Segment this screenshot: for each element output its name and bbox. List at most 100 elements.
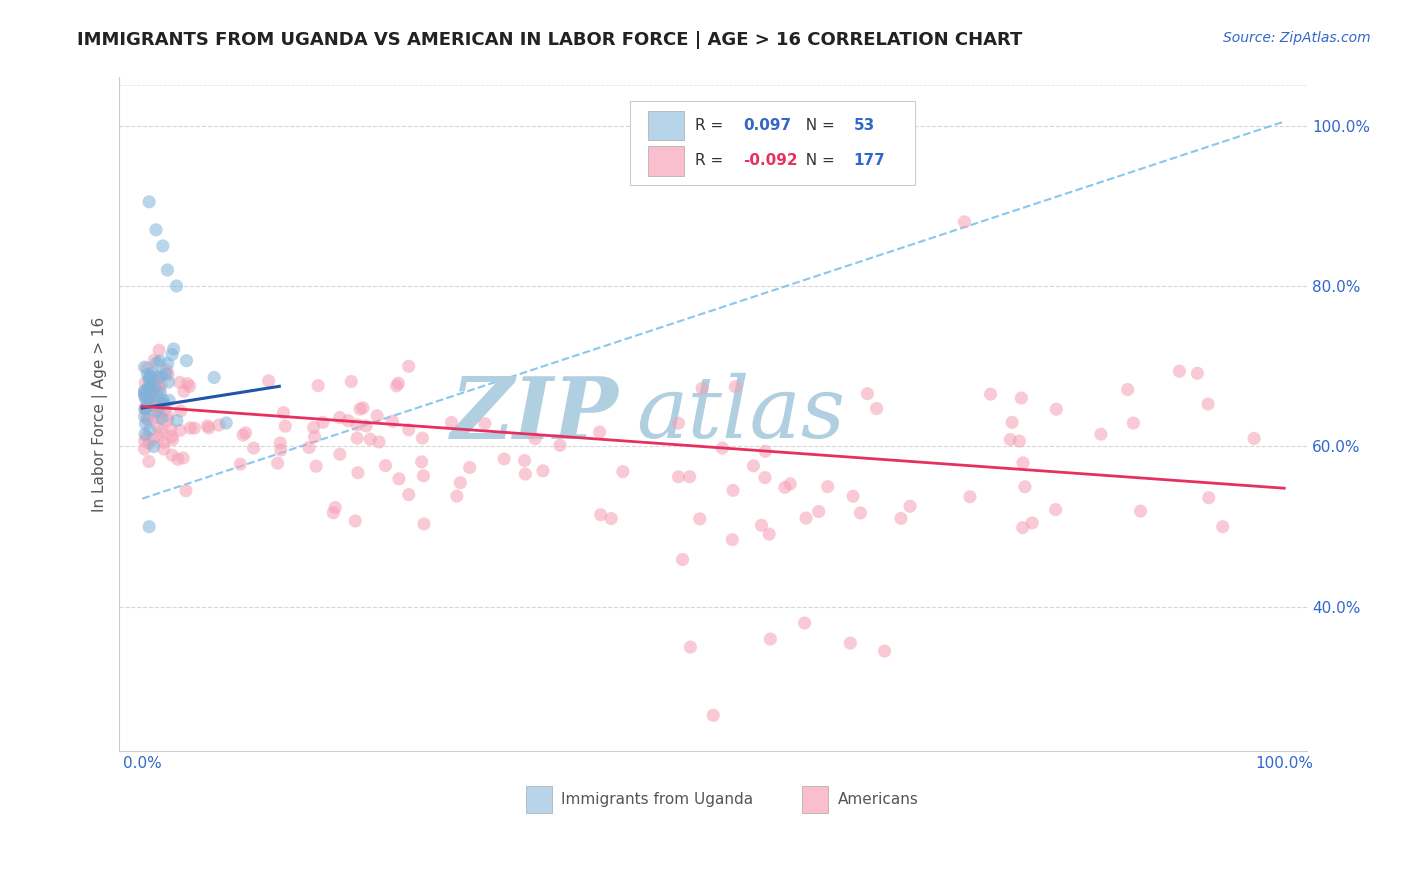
- Point: [1243, 432, 1265, 446]
- Point: [160, 429, 183, 443]
- Point: [208, 418, 231, 433]
- Point: [142, 384, 165, 398]
- Point: [134, 388, 156, 402]
- Point: [1168, 364, 1191, 378]
- Point: [179, 421, 201, 435]
- Point: [721, 483, 744, 498]
- Point: [671, 552, 693, 566]
- Bar: [526, 787, 551, 814]
- Point: [160, 348, 183, 362]
- Bar: [648, 111, 683, 140]
- Point: [754, 470, 776, 484]
- Point: [1198, 491, 1220, 505]
- Point: [134, 417, 156, 431]
- Point: [548, 438, 571, 452]
- Point: [413, 516, 436, 531]
- Point: [138, 194, 160, 209]
- Point: [494, 451, 516, 466]
- Point: [388, 472, 411, 486]
- Point: [273, 406, 295, 420]
- Text: N =: N =: [796, 118, 839, 133]
- Point: [898, 500, 921, 514]
- Point: [138, 454, 160, 468]
- Point: [134, 376, 156, 390]
- Point: [145, 393, 167, 408]
- Point: [142, 366, 165, 380]
- Point: [139, 399, 162, 413]
- Point: [779, 476, 801, 491]
- Y-axis label: In Labor Force | Age > 16: In Labor Force | Age > 16: [93, 317, 108, 512]
- Text: ZIP: ZIP: [450, 373, 619, 456]
- Point: [354, 419, 377, 434]
- Point: [197, 418, 219, 433]
- Point: [176, 376, 198, 391]
- Point: [1008, 434, 1031, 449]
- Point: [1116, 383, 1139, 397]
- Point: [134, 385, 156, 400]
- Point: [141, 394, 163, 409]
- Point: [612, 465, 634, 479]
- Text: IMMIGRANTS FROM UGANDA VS AMERICAN IN LABOR FORCE | AGE > 16 CORRELATION CHART: IMMIGRANTS FROM UGANDA VS AMERICAN IN LA…: [77, 31, 1022, 49]
- Point: [146, 400, 169, 414]
- Point: [152, 442, 174, 456]
- Point: [842, 489, 865, 503]
- Point: [143, 353, 166, 368]
- Point: [232, 428, 254, 442]
- Point: [162, 342, 184, 356]
- Point: [807, 504, 830, 518]
- Point: [148, 382, 170, 396]
- Point: [711, 441, 734, 455]
- Point: [366, 409, 388, 423]
- Point: [302, 420, 325, 434]
- Point: [134, 388, 156, 402]
- Point: [589, 508, 612, 522]
- Point: [134, 360, 156, 375]
- Point: [1122, 416, 1144, 430]
- Point: [134, 384, 156, 398]
- Point: [179, 379, 201, 393]
- Point: [146, 369, 169, 384]
- Point: [305, 459, 328, 474]
- Point: [689, 512, 711, 526]
- Point: [156, 357, 179, 371]
- Text: N =: N =: [796, 153, 839, 169]
- Point: [143, 381, 166, 395]
- Text: 177: 177: [853, 153, 886, 169]
- Point: [329, 410, 352, 425]
- Point: [146, 356, 169, 370]
- Point: [398, 359, 420, 374]
- Point: [359, 432, 381, 446]
- Point: [215, 416, 238, 430]
- Point: [794, 511, 817, 525]
- Point: [141, 390, 163, 404]
- Point: [1000, 433, 1022, 447]
- Point: [136, 368, 159, 382]
- Point: [398, 423, 420, 437]
- Point: [1012, 456, 1035, 470]
- Point: [817, 480, 839, 494]
- Bar: [648, 146, 683, 176]
- Point: [1021, 516, 1043, 530]
- Point: [724, 380, 747, 394]
- Point: [1090, 427, 1112, 442]
- Point: [138, 381, 160, 395]
- Point: [411, 455, 433, 469]
- Point: [759, 632, 782, 646]
- Point: [138, 386, 160, 401]
- Point: [149, 354, 172, 368]
- Point: [347, 466, 370, 480]
- Point: [849, 506, 872, 520]
- Point: [148, 430, 170, 444]
- Point: [146, 375, 169, 389]
- Point: [183, 421, 205, 435]
- Point: [146, 420, 169, 434]
- Point: [152, 424, 174, 438]
- Point: [959, 490, 981, 504]
- Point: [412, 468, 434, 483]
- Point: [139, 380, 162, 394]
- Point: [146, 411, 169, 425]
- Point: [270, 443, 292, 458]
- Point: [139, 368, 162, 383]
- Point: [531, 464, 554, 478]
- Text: R =: R =: [696, 118, 728, 133]
